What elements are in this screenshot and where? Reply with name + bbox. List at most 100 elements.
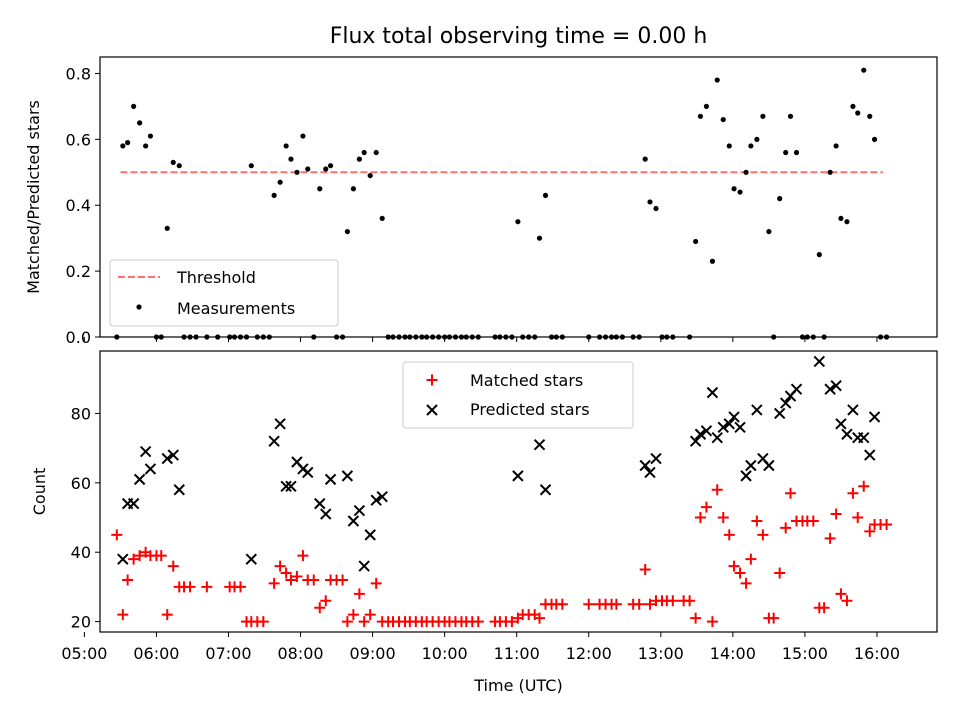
data-point — [667, 595, 679, 607]
data-point — [868, 411, 881, 423]
data-point — [143, 143, 149, 149]
data-point — [539, 484, 552, 496]
data-point — [201, 581, 213, 593]
data-point — [858, 480, 870, 492]
data-point — [633, 598, 645, 610]
data-point — [288, 156, 294, 162]
data-point — [111, 529, 123, 541]
data-point — [816, 252, 822, 258]
data-point — [793, 149, 800, 156]
data-point — [847, 487, 859, 499]
data-point — [534, 612, 546, 624]
legend: Threshold Measurements — [109, 259, 339, 327]
data-point — [268, 435, 280, 447]
data-point — [268, 577, 280, 589]
data-point — [512, 470, 524, 482]
data-point — [347, 515, 360, 527]
data-point — [864, 449, 876, 461]
x-tick-label: 11:00 — [494, 644, 540, 663]
data-point — [161, 609, 173, 621]
x-tick-label: 08:00 — [277, 644, 323, 663]
data-point — [850, 103, 856, 110]
x-tick-label: 10:00 — [422, 644, 468, 663]
data-point — [353, 588, 365, 600]
data-point — [740, 470, 752, 482]
data-point — [697, 113, 704, 119]
data-point — [161, 452, 173, 465]
data-point — [364, 609, 376, 621]
data-point — [327, 163, 334, 169]
data-point — [176, 163, 182, 169]
data-point — [320, 595, 332, 607]
data-point — [726, 143, 732, 149]
data-point — [294, 169, 300, 175]
data-point — [167, 449, 179, 461]
data-point — [379, 215, 385, 222]
data-point — [644, 466, 656, 479]
data-point — [257, 616, 269, 628]
data-point — [137, 120, 143, 126]
x-axis-label: Time (UTC) — [473, 676, 562, 695]
data-point — [314, 602, 326, 614]
x-tick-label: 06:00 — [133, 644, 179, 663]
data-point — [583, 598, 595, 610]
data-point — [813, 355, 826, 368]
data-point — [766, 228, 772, 235]
data-point — [370, 577, 382, 589]
data-point — [748, 143, 754, 149]
x-tick-label: 16:00 — [854, 644, 900, 663]
data-point — [717, 421, 729, 434]
data-point — [320, 508, 332, 520]
legend-label: Matched stars — [470, 371, 583, 390]
data-point — [533, 438, 546, 451]
y-tick-label: 40 — [71, 543, 91, 562]
y-tick-label: 80 — [71, 404, 91, 423]
data-point — [706, 386, 719, 399]
x-tick-label: 07:00 — [205, 644, 251, 663]
data-point — [833, 143, 839, 149]
data-point — [706, 616, 718, 628]
top-panel: 0.0 0.2 0.4 0.6 0.8 Matched/Predicted stars Th… — [24, 56, 938, 347]
data-point — [376, 490, 388, 503]
data-point — [271, 192, 277, 198]
data-point — [723, 418, 735, 430]
data-point — [536, 235, 543, 241]
y-tick-label: 0.4 — [66, 196, 91, 215]
data-point — [734, 421, 746, 434]
data-point — [709, 258, 716, 264]
data-point — [358, 560, 370, 572]
data-point — [760, 113, 766, 119]
data-point — [235, 581, 247, 593]
data-point — [841, 428, 853, 440]
data-point — [610, 598, 622, 610]
data-point — [694, 512, 706, 524]
data-point — [117, 553, 129, 565]
data-point — [347, 609, 359, 621]
data-point — [305, 166, 311, 172]
data-point — [723, 529, 735, 541]
data-point — [353, 504, 366, 517]
data-point — [745, 553, 757, 565]
data-point — [790, 383, 803, 395]
x-tick-label: 13:00 — [638, 644, 684, 663]
data-point — [754, 136, 760, 142]
x-tick-label: 05:00 — [61, 644, 107, 663]
data-point — [650, 452, 662, 465]
data-point — [751, 515, 763, 527]
data-point — [824, 383, 836, 395]
data-point — [864, 525, 876, 537]
data-point — [647, 199, 653, 205]
data-point — [285, 480, 297, 493]
data-point — [280, 567, 292, 579]
data-point — [757, 529, 769, 541]
data-point — [323, 166, 329, 172]
x-tick-label: 09:00 — [350, 644, 396, 663]
data-point — [356, 156, 362, 162]
axes-frame — [99, 350, 938, 633]
y-tick-label: 0.2 — [66, 262, 91, 281]
data-point — [847, 404, 859, 416]
data-point — [639, 564, 651, 576]
legend-label: Threshold — [176, 268, 256, 287]
x-tick-label: 15:00 — [782, 644, 828, 663]
